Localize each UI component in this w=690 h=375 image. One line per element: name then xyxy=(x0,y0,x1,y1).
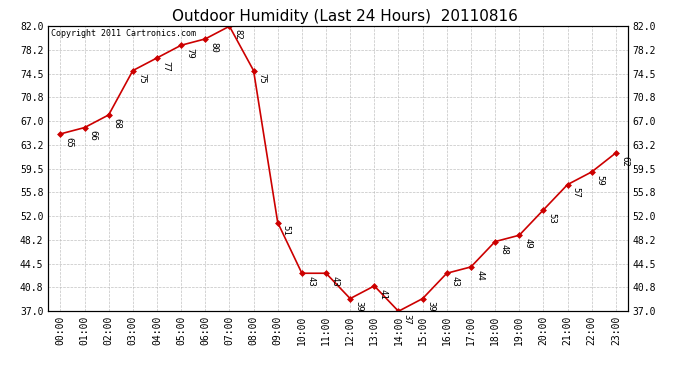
Text: 59: 59 xyxy=(596,175,605,186)
Text: 43: 43 xyxy=(331,276,339,287)
Text: 43: 43 xyxy=(306,276,315,287)
Text: 80: 80 xyxy=(210,42,219,53)
Text: 51: 51 xyxy=(282,225,291,236)
Text: 75: 75 xyxy=(258,74,267,84)
Text: Copyright 2011 Cartronics.com: Copyright 2011 Cartronics.com xyxy=(51,29,196,38)
Text: Outdoor Humidity (Last 24 Hours)  20110816: Outdoor Humidity (Last 24 Hours) 2011081… xyxy=(172,9,518,24)
Text: 68: 68 xyxy=(113,118,122,129)
Text: 82: 82 xyxy=(234,29,243,40)
Text: 48: 48 xyxy=(500,244,509,255)
Text: 57: 57 xyxy=(572,188,581,198)
Text: 41: 41 xyxy=(379,289,388,300)
Text: 39: 39 xyxy=(427,302,436,312)
Text: 75: 75 xyxy=(137,74,146,84)
Text: 39: 39 xyxy=(355,302,364,312)
Text: 65: 65 xyxy=(65,137,74,147)
Text: 62: 62 xyxy=(620,156,629,166)
Text: 79: 79 xyxy=(186,48,195,59)
Text: 44: 44 xyxy=(475,270,484,280)
Text: 37: 37 xyxy=(403,314,412,325)
Text: 43: 43 xyxy=(451,276,460,287)
Text: 77: 77 xyxy=(161,61,170,72)
Text: 53: 53 xyxy=(548,213,557,223)
Text: 49: 49 xyxy=(524,238,533,249)
Text: 66: 66 xyxy=(89,130,98,141)
